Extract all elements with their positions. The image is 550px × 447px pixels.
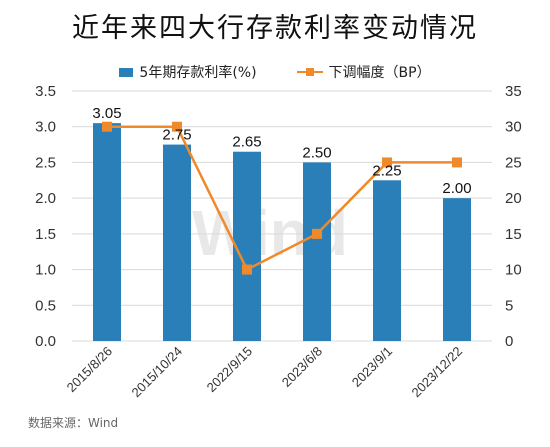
chart-title: 近年来四大行存款利率变动情况 [72,13,478,44]
bar [443,198,471,341]
y-right-tick-label: 35 [505,83,522,100]
legend-bar-label: 5年期存款利率(%) [139,65,257,81]
y-left-tick-label: 0.5 [35,297,56,314]
legend-item-bar: 5年期存款利率(%) [119,62,257,82]
x-tick-label: 2023/6/8 [279,344,325,390]
bar-data-label: 2.00 [442,180,471,197]
bar [163,144,191,341]
bar [233,151,261,341]
x-tick-label: 2022/9/15 [204,344,256,396]
bar-data-label: 2.75 [162,127,191,144]
y-right-tick-label: 15 [505,226,522,243]
y-right-tick-label: 20 [505,190,522,207]
legend-line-swatch [296,67,323,77]
source-note: 数据来源：Wind [28,416,119,430]
line-point [172,121,182,132]
bar-data-label: 2.65 [232,134,261,151]
y-left-tick-label: 2.5 [35,154,56,171]
y-right-tick-label: 30 [505,119,522,136]
legend-item-line: 下调幅度（BP） [296,62,431,82]
bar-data-label: 2.25 [372,162,401,179]
bar [303,162,331,341]
legend: 5年期存款利率(%) 下调幅度（BP） [0,62,550,82]
y-left-tick-label: 1.5 [35,226,56,243]
y-left-tick-label: 3.0 [35,119,56,136]
line-point [452,157,462,168]
bar-data-label: 3.05 [92,105,121,122]
y-left-tick-label: 1.0 [35,262,56,279]
bar [373,180,401,341]
line-series [107,125,457,272]
x-tick-label: 2015/10/24 [128,344,185,401]
x-tick-label: 2023/12/22 [408,344,465,401]
line-point [382,157,392,168]
y-left-tick-label: 3.5 [35,83,56,100]
line-point [102,121,112,132]
line-point [242,264,252,275]
bar-data-label: 2.50 [302,144,331,161]
y-right-tick-label: 10 [505,262,522,279]
line-point [312,228,322,239]
x-tick-label: 2015/8/26 [64,344,116,396]
y-right-tick-label: 5 [505,297,513,314]
legend-bar-swatch [119,67,134,77]
bar [93,123,121,342]
y-right-tick-label: 25 [505,154,522,171]
legend-line-label: 下调幅度（BP） [328,65,431,81]
y-right-tick-label: 0 [505,333,513,350]
x-tick-label: 2023/9/1 [349,344,395,390]
y-left-tick-label: 0.0 [35,333,56,350]
y-left-tick-label: 2.0 [35,190,56,207]
